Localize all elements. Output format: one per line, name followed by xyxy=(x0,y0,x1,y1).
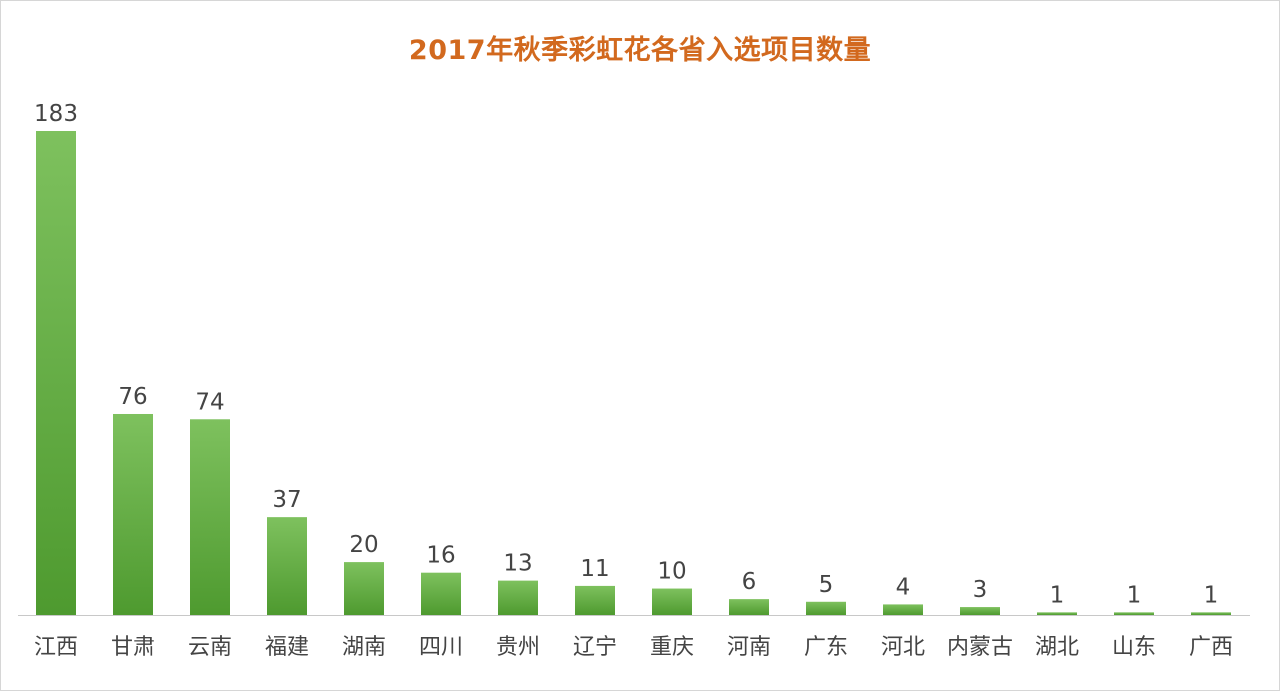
category-label: 广西 xyxy=(1189,635,1233,660)
bar xyxy=(575,585,615,615)
category-label: 河南 xyxy=(727,635,771,660)
bar xyxy=(806,601,846,615)
bar xyxy=(883,604,923,615)
bar-value-label: 11 xyxy=(580,556,609,582)
bar-value-label: 183 xyxy=(34,101,78,127)
bar xyxy=(36,131,76,615)
bar-value-label: 10 xyxy=(657,559,686,585)
bar xyxy=(1191,612,1231,615)
bar xyxy=(729,599,769,615)
bar-value-label: 6 xyxy=(742,569,757,595)
category-label: 云南 xyxy=(188,635,232,660)
category-label: 福建 xyxy=(265,635,309,660)
category-label: 内蒙古 xyxy=(947,635,1013,660)
category-label: 湖南 xyxy=(342,635,386,660)
category-label: 山东 xyxy=(1112,635,1156,660)
bar-value-label: 3 xyxy=(973,577,988,603)
bar xyxy=(421,572,461,615)
bar-value-label: 76 xyxy=(118,384,147,410)
category-label: 辽宁 xyxy=(573,635,617,660)
bar-value-label: 1 xyxy=(1050,582,1065,608)
category-label: 四川 xyxy=(419,635,463,660)
bar xyxy=(267,517,307,615)
bars-group xyxy=(36,131,1231,615)
category-label: 广东 xyxy=(804,635,848,660)
bar xyxy=(113,413,153,615)
bar-value-label: 1 xyxy=(1127,582,1142,608)
category-label: 河北 xyxy=(881,635,925,660)
bar-value-label: 20 xyxy=(349,532,378,558)
category-label: 贵州 xyxy=(496,635,540,660)
category-labels-group: 江西 甘肃 云南 福建 湖南 四川 贵州 辽宁 重庆 河南 广东 河北 内蒙古 湖北 山东 广西 xyxy=(34,635,1233,660)
bar xyxy=(652,588,692,615)
bar xyxy=(1037,612,1077,615)
category-label: 重庆 xyxy=(650,635,694,660)
bar-value-label: 74 xyxy=(195,389,224,415)
chart-title: 2017年秋季彩虹花各省入选项目数量 xyxy=(408,35,872,66)
bar-value-label: 1 xyxy=(1204,582,1219,608)
bar-value-label: 5 xyxy=(819,572,834,598)
bar xyxy=(960,607,1000,615)
bar xyxy=(498,580,538,615)
bar xyxy=(344,562,384,615)
bar-value-label: 16 xyxy=(426,543,455,569)
category-label: 湖北 xyxy=(1035,635,1079,660)
category-label: 江西 xyxy=(34,635,78,660)
bar-value-label: 37 xyxy=(272,487,301,513)
bar-value-label: 4 xyxy=(896,574,911,600)
category-label: 甘肃 xyxy=(111,635,155,660)
bar xyxy=(1114,612,1154,615)
bar-value-label: 13 xyxy=(503,551,532,577)
bar xyxy=(190,419,230,615)
